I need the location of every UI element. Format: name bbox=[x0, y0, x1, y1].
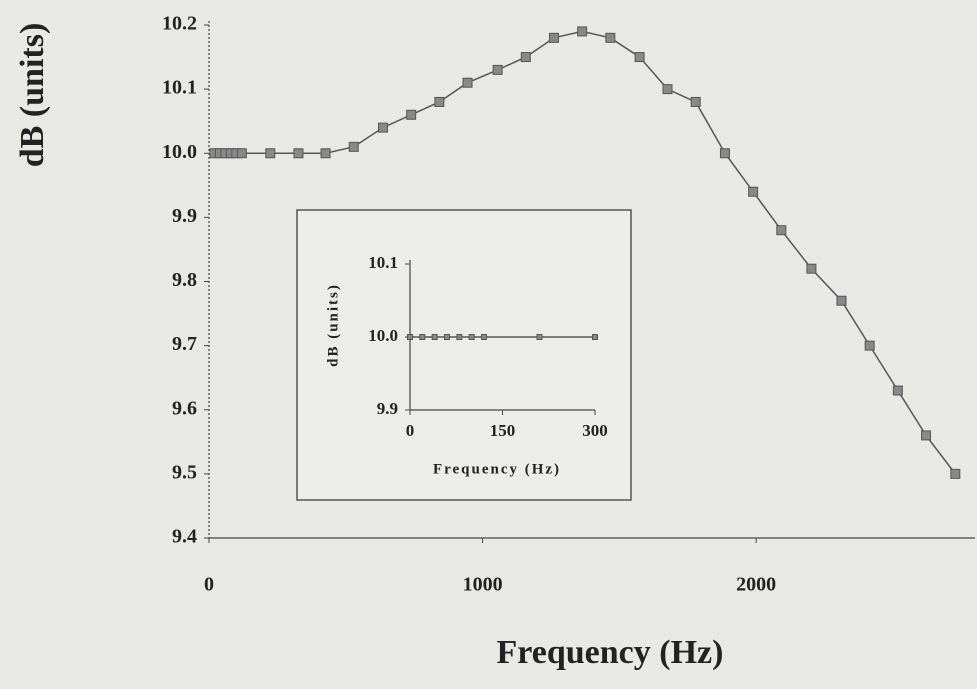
y-tick-label: 9.9 bbox=[172, 205, 197, 227]
data-point bbox=[836, 295, 847, 306]
x-axis-label: Frequency (Hz) bbox=[497, 634, 724, 671]
data-point bbox=[431, 334, 438, 340]
data-point bbox=[377, 122, 388, 133]
data-point bbox=[536, 334, 543, 340]
x-tick-label: 300 bbox=[582, 421, 608, 440]
data-point bbox=[320, 148, 331, 159]
x-axis-label: Frequency (Hz) bbox=[433, 461, 561, 477]
data-point bbox=[406, 109, 417, 120]
data-point bbox=[690, 96, 701, 107]
data-point bbox=[236, 148, 247, 159]
data-point bbox=[662, 84, 673, 95]
data-point bbox=[806, 263, 817, 274]
data-point bbox=[748, 186, 759, 197]
x-tick-label: 2000 bbox=[736, 574, 776, 596]
data-point bbox=[592, 334, 598, 340]
y-tick-label: 10.1 bbox=[368, 253, 398, 272]
data-point bbox=[444, 334, 450, 340]
data-point bbox=[605, 32, 616, 43]
data-point bbox=[407, 334, 413, 340]
x-tick-label: 0 bbox=[204, 574, 214, 596]
data-point bbox=[468, 334, 475, 340]
data-point bbox=[864, 340, 875, 351]
data-point bbox=[456, 334, 463, 340]
data-point bbox=[419, 334, 426, 340]
data-point bbox=[520, 52, 531, 63]
x-tick-label: 1000 bbox=[463, 574, 503, 596]
data-point bbox=[950, 468, 961, 479]
data-point bbox=[492, 64, 503, 75]
x-tick-label: 150 bbox=[490, 421, 516, 440]
data-point bbox=[462, 77, 473, 88]
data-point bbox=[719, 148, 730, 159]
y-tick-label: 9.5 bbox=[172, 461, 197, 483]
y-tick-label: 10.1 bbox=[162, 77, 197, 99]
y-axis-label: dB (units) bbox=[14, 23, 51, 168]
data-point bbox=[776, 225, 787, 236]
data-point bbox=[434, 96, 445, 107]
y-axis-label: dB (units) bbox=[325, 283, 341, 367]
data-point bbox=[892, 385, 903, 396]
data-point bbox=[481, 334, 487, 340]
data-point bbox=[348, 141, 359, 152]
y-tick-label: 10.0 bbox=[162, 141, 197, 163]
y-tick-label: 10.2 bbox=[162, 13, 197, 35]
y-tick-label: 9.7 bbox=[172, 333, 197, 355]
data-point bbox=[921, 430, 932, 441]
data-point bbox=[293, 148, 304, 159]
data-point bbox=[265, 148, 276, 159]
y-tick-label: 9.4 bbox=[172, 526, 197, 548]
x-tick-label: 0 bbox=[406, 421, 415, 440]
data-point bbox=[577, 26, 588, 37]
y-tick-label: 9.8 bbox=[172, 269, 197, 291]
inset-frame bbox=[296, 209, 632, 501]
y-tick-label: 9.9 bbox=[377, 399, 398, 418]
data-point bbox=[634, 52, 645, 63]
y-tick-label: 10.0 bbox=[368, 326, 398, 345]
data-point bbox=[548, 32, 559, 43]
y-tick-label: 9.6 bbox=[172, 397, 197, 419]
